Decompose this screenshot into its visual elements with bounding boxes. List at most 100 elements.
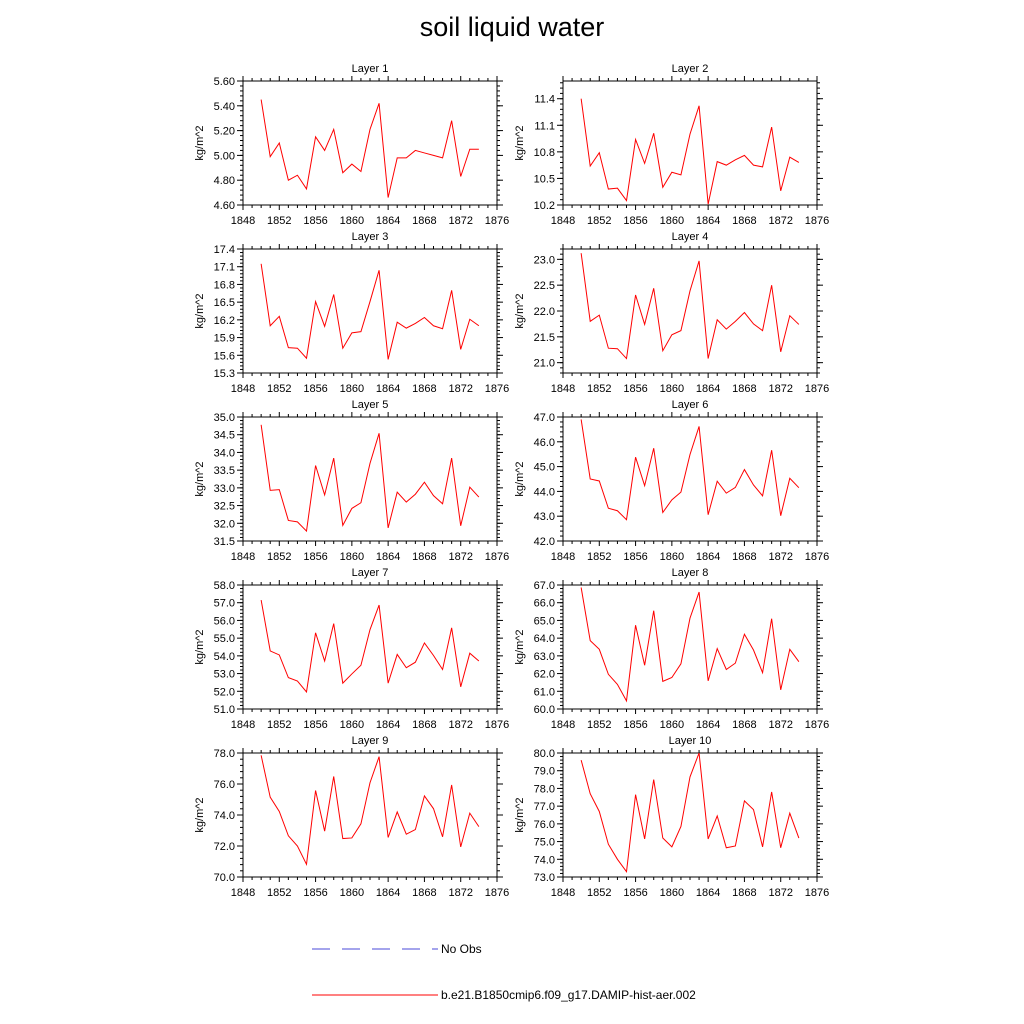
y-tick-label: 55.0: [214, 633, 235, 645]
plot-frame: [562, 752, 818, 878]
y-tick-label: 66.0: [534, 598, 555, 610]
y-tick-label: 16.8: [214, 279, 235, 291]
x-tick-label: 1848: [231, 551, 255, 563]
x-tick-label: 1860: [660, 383, 684, 395]
y-tick-label: 23.0: [534, 254, 555, 266]
panel-layer-6: Layer 6 kg/m^2 1848 1852 1856 1860 1864 1868 187…: [514, 399, 829, 563]
y-tick-label: 54.0: [214, 651, 235, 663]
y-tick-label: 15.6: [214, 350, 235, 362]
x-tick-label: 1852: [587, 719, 611, 731]
y-tick-label: 43.0: [534, 511, 555, 523]
x-tick-label: 1860: [340, 215, 364, 227]
y-axis-label: kg/m^2: [514, 629, 526, 664]
x-tick-label: 1864: [376, 383, 400, 395]
y-tick-label: 53.0: [214, 669, 235, 681]
panel-title: Layer 9: [352, 735, 389, 747]
series-line: [580, 587, 800, 703]
plot-frame: [242, 248, 498, 374]
panel-layer-7: Layer 7 kg/m^2 1848 1852 1856 1860 1864 1868 187…: [194, 567, 509, 731]
y-tick-label: 76.0: [214, 779, 235, 791]
y-tick-label: 80.0: [534, 748, 555, 760]
x-tick-label: 1852: [267, 215, 291, 227]
plot-frame: [562, 416, 818, 542]
y-axis-label: kg/m^2: [194, 461, 206, 496]
plot-frame: [562, 584, 818, 710]
x-tick-label: 1864: [696, 551, 720, 563]
x-tick-label: 1848: [551, 719, 575, 731]
x-tick-label: 1876: [485, 719, 509, 731]
x-tick-label: 1876: [485, 215, 509, 227]
y-tick-label: 22.0: [534, 306, 555, 318]
x-tick-label: 1848: [231, 887, 255, 899]
x-tick-label: 1860: [340, 719, 364, 731]
x-tick-label: 1872: [448, 383, 472, 395]
series-line: [580, 253, 800, 360]
plot-frame: [562, 248, 818, 374]
x-tick-label: 1860: [340, 551, 364, 563]
panel-title: Layer 5: [352, 399, 389, 411]
y-tick-label: 60.0: [534, 704, 555, 716]
x-tick-label: 1864: [696, 215, 720, 227]
x-tick-label: 1856: [303, 887, 327, 899]
y-tick-label: 74.0: [214, 810, 235, 822]
y-tick-label: 10.5: [534, 173, 555, 185]
x-tick-label: 1856: [623, 887, 647, 899]
x-tick-label: 1864: [376, 215, 400, 227]
plot-frame: [242, 80, 498, 206]
panel-layer-4: Layer 4 kg/m^2 1848 1852 1856 1860 1864 1868 187…: [514, 231, 829, 395]
x-tick-label: 1860: [340, 383, 364, 395]
x-tick-label: 1856: [623, 215, 647, 227]
y-tick-label: 57.0: [214, 598, 235, 610]
panel-layer-10: Layer 10 kg/m^2 1848 1852 1856 1860 1864 1868 18…: [514, 735, 829, 899]
x-tick-label: 1868: [412, 551, 436, 563]
y-tick-label: 62.0: [534, 669, 555, 681]
x-tick-label: 1848: [551, 383, 575, 395]
x-tick-label: 1872: [768, 383, 792, 395]
x-tick-label: 1856: [303, 383, 327, 395]
x-tick-label: 1864: [376, 551, 400, 563]
x-tick-label: 1876: [485, 551, 509, 563]
x-tick-label: 1852: [267, 551, 291, 563]
panel-layer-9: Layer 9 kg/m^2 1848 1852 1856 1860 1864 1868 187…: [194, 735, 509, 899]
panel-title: Layer 1: [352, 63, 389, 75]
x-tick-label: 1876: [805, 383, 829, 395]
x-tick-label: 1860: [660, 551, 684, 563]
y-tick-label: 78.0: [214, 748, 235, 760]
y-tick-label: 32.0: [214, 518, 235, 530]
x-tick-label: 1852: [267, 383, 291, 395]
x-tick-label: 1856: [303, 551, 327, 563]
y-axis-label: kg/m^2: [514, 797, 526, 832]
x-tick-label: 1852: [267, 887, 291, 899]
x-tick-label: 1848: [551, 551, 575, 563]
x-tick-label: 1876: [805, 551, 829, 563]
y-tick-label: 47.0: [534, 412, 555, 424]
y-tick-label: 42.0: [534, 536, 555, 548]
y-tick-label: 10.2: [534, 200, 555, 212]
x-tick-label: 1852: [587, 215, 611, 227]
x-tick-label: 1872: [448, 719, 472, 731]
x-tick-label: 1876: [485, 887, 509, 899]
x-tick-label: 1868: [732, 551, 756, 563]
x-tick-label: 1852: [587, 887, 611, 899]
panel-title: Layer 10: [669, 735, 712, 747]
x-tick-label: 1876: [805, 719, 829, 731]
x-tick-label: 1860: [660, 887, 684, 899]
y-tick-label: 75.0: [534, 837, 555, 849]
y-tick-label: 4.80: [214, 175, 235, 187]
series-line: [580, 752, 800, 874]
x-tick-label: 1848: [231, 215, 255, 227]
panel-title: Layer 8: [672, 567, 709, 579]
x-tick-label: 1852: [587, 383, 611, 395]
x-tick-label: 1868: [412, 383, 436, 395]
x-tick-label: 1856: [303, 215, 327, 227]
x-tick-label: 1872: [448, 551, 472, 563]
x-tick-label: 1848: [551, 215, 575, 227]
y-tick-label: 15.9: [214, 333, 235, 345]
y-tick-label: 5.40: [214, 101, 235, 113]
y-tick-label: 16.2: [214, 315, 235, 327]
x-tick-label: 1864: [376, 887, 400, 899]
panel-title: Layer 2: [672, 63, 709, 75]
x-tick-label: 1860: [340, 887, 364, 899]
